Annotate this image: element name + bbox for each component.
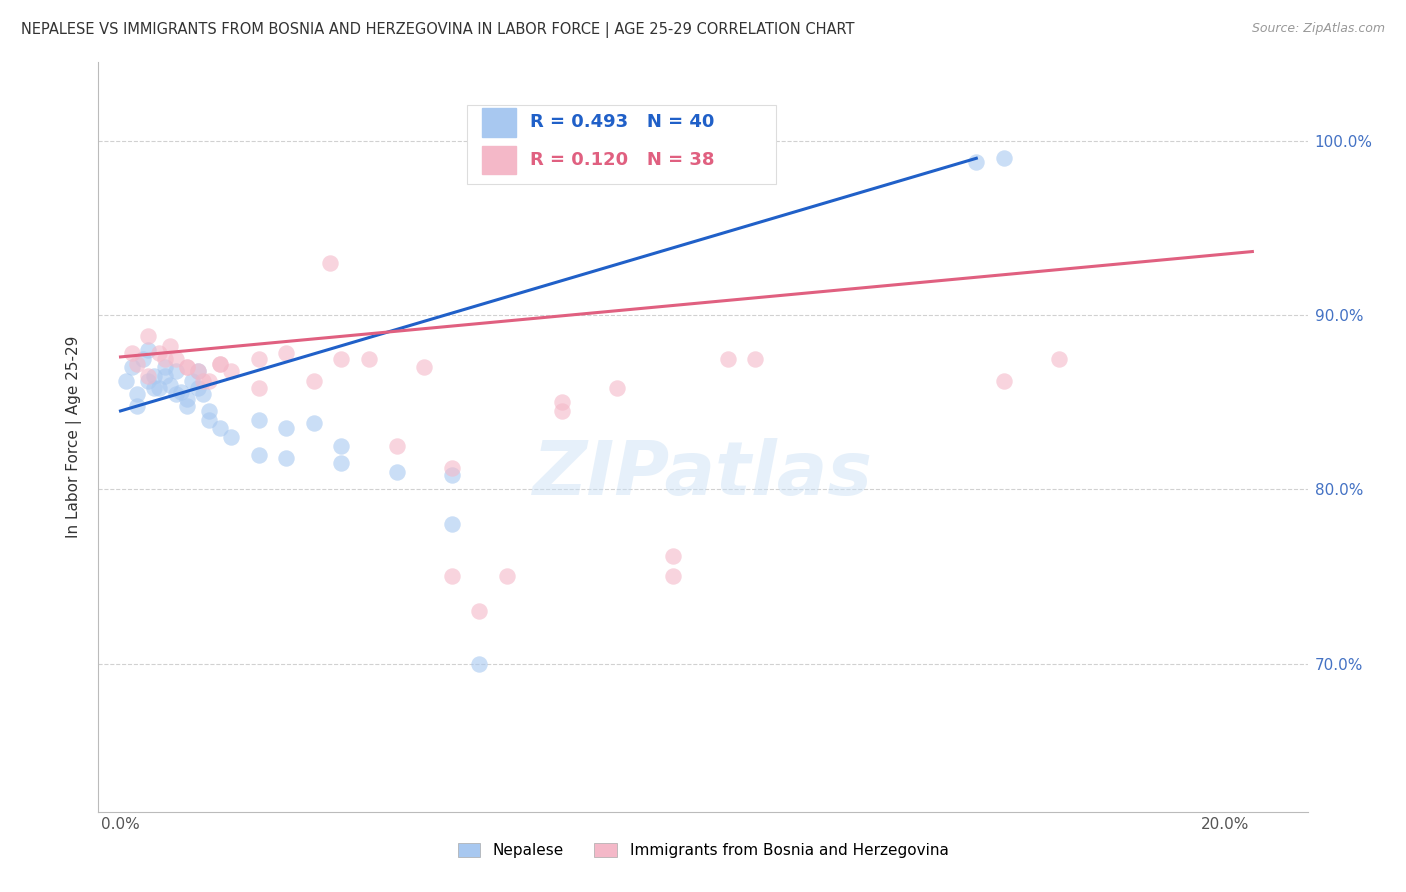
Point [208, 421, 231, 435]
Point [125, 399, 148, 413]
Point [198, 404, 221, 418]
Point [247, 412, 270, 426]
Point [208, 357, 231, 371]
Point [276, 421, 298, 435]
Point [198, 412, 221, 426]
Point [187, 381, 209, 395]
Point [661, 569, 683, 583]
Point [440, 569, 463, 583]
Point [136, 369, 159, 384]
Point [198, 374, 221, 388]
Point [468, 604, 491, 618]
Point [744, 351, 766, 366]
Point [385, 439, 408, 453]
Point [468, 657, 491, 671]
Point [717, 351, 740, 366]
Point [165, 351, 187, 366]
Point [496, 569, 519, 583]
FancyBboxPatch shape [482, 108, 516, 136]
Point [219, 364, 242, 378]
Point [1047, 351, 1070, 366]
Point [170, 384, 193, 399]
Text: NEPALESE VS IMMIGRANTS FROM BOSNIA AND HERZEGOVINA IN LABOR FORCE | AGE 25-29 CO: NEPALESE VS IMMIGRANTS FROM BOSNIA AND H… [21, 22, 855, 38]
Text: ZIPatlas: ZIPatlas [533, 438, 873, 511]
Point [193, 386, 215, 401]
Text: R = 0.120   N = 38: R = 0.120 N = 38 [530, 151, 714, 169]
Point [159, 377, 181, 392]
Point [176, 360, 198, 375]
Point [165, 364, 187, 378]
Point [302, 416, 325, 430]
Point [661, 549, 683, 563]
Point [357, 351, 380, 366]
Point [136, 374, 159, 388]
Text: R = 0.493   N = 40: R = 0.493 N = 40 [530, 113, 714, 131]
Point [247, 381, 270, 395]
Point [148, 381, 170, 395]
Point [551, 404, 574, 418]
Point [208, 357, 231, 371]
Point [551, 395, 574, 409]
Point [965, 154, 987, 169]
Point [993, 151, 1015, 165]
Point [153, 360, 176, 375]
Point [187, 364, 209, 378]
Point [131, 351, 153, 366]
Point [193, 374, 215, 388]
Point [125, 386, 148, 401]
Point [606, 381, 628, 395]
Point [136, 329, 159, 343]
Point [440, 517, 463, 532]
Point [181, 374, 204, 388]
FancyBboxPatch shape [467, 105, 776, 184]
Point [176, 360, 198, 375]
Point [148, 346, 170, 360]
Point [121, 346, 143, 360]
Point [247, 351, 270, 366]
Point [247, 448, 270, 462]
Point [153, 369, 176, 384]
Point [219, 430, 242, 444]
Point [159, 339, 181, 353]
Y-axis label: In Labor Force | Age 25-29: In Labor Force | Age 25-29 [66, 336, 83, 538]
Point [330, 439, 353, 453]
Point [330, 456, 353, 470]
Point [142, 369, 165, 384]
Point [440, 461, 463, 475]
Point [153, 351, 176, 366]
Text: Source: ZipAtlas.com: Source: ZipAtlas.com [1251, 22, 1385, 36]
Point [276, 450, 298, 465]
Legend: Nepalese, Immigrants from Bosnia and Herzegovina: Nepalese, Immigrants from Bosnia and Her… [457, 843, 949, 858]
Point [176, 399, 198, 413]
Point [385, 465, 408, 479]
Point [165, 386, 187, 401]
Point [142, 381, 165, 395]
Point [187, 364, 209, 378]
Point [319, 256, 342, 270]
Point [330, 351, 353, 366]
Point [661, 160, 683, 174]
Point [302, 374, 325, 388]
Point [276, 346, 298, 360]
Point [125, 357, 148, 371]
Point [413, 360, 436, 375]
Point [993, 374, 1015, 388]
FancyBboxPatch shape [482, 146, 516, 174]
Point [136, 343, 159, 357]
Point [176, 392, 198, 406]
Point [121, 360, 143, 375]
Point [440, 468, 463, 483]
Point [115, 374, 138, 388]
